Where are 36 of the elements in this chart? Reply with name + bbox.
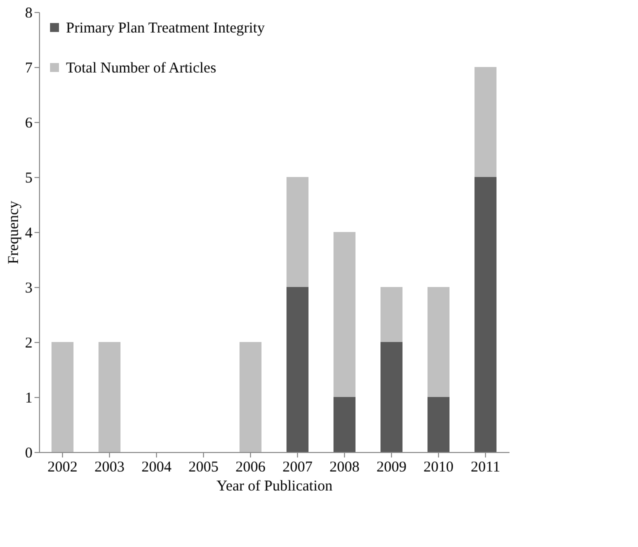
bar [240, 342, 262, 452]
x-tick-label: 2003 [94, 460, 124, 476]
y-tick-label: 2 [25, 336, 32, 352]
legend-label: Primary Plan Treatment Integrity [66, 20, 266, 36]
bar [98, 342, 120, 452]
bar [380, 287, 402, 342]
bar [334, 397, 356, 452]
x-tick-label: 2005 [188, 460, 218, 476]
legend-label: Total Number of Articles [66, 60, 216, 76]
y-tick-label: 3 [25, 280, 32, 296]
bar [474, 177, 496, 452]
y-tick-label: 4 [25, 226, 33, 242]
bar [474, 67, 496, 177]
bar [428, 287, 450, 397]
y-tick-label: 0 [25, 446, 32, 462]
bar [334, 232, 356, 397]
y-axis-title: Frequency [6, 200, 22, 264]
x-tick-label: 2009 [376, 460, 406, 476]
y-tick-label: 8 [25, 6, 32, 22]
bar [52, 342, 74, 452]
bar [428, 397, 450, 452]
y-tick-label: 7 [25, 60, 33, 76]
y-tick-label: 5 [25, 170, 32, 186]
y-tick-label: 1 [25, 390, 32, 406]
x-axis-title: Year of Publication [216, 478, 333, 494]
x-tick-label: 2006 [236, 460, 266, 476]
x-tick-label: 2004 [142, 460, 172, 476]
x-tick-label: 2002 [48, 460, 78, 476]
x-tick-label: 2011 [470, 460, 500, 476]
bar [380, 342, 402, 452]
bar [286, 287, 308, 452]
x-tick-label: 2010 [424, 460, 454, 476]
y-tick-label: 6 [25, 116, 33, 132]
bar [286, 177, 308, 287]
x-tick-label: 2008 [330, 460, 360, 476]
x-tick-label: 2007 [282, 460, 313, 476]
